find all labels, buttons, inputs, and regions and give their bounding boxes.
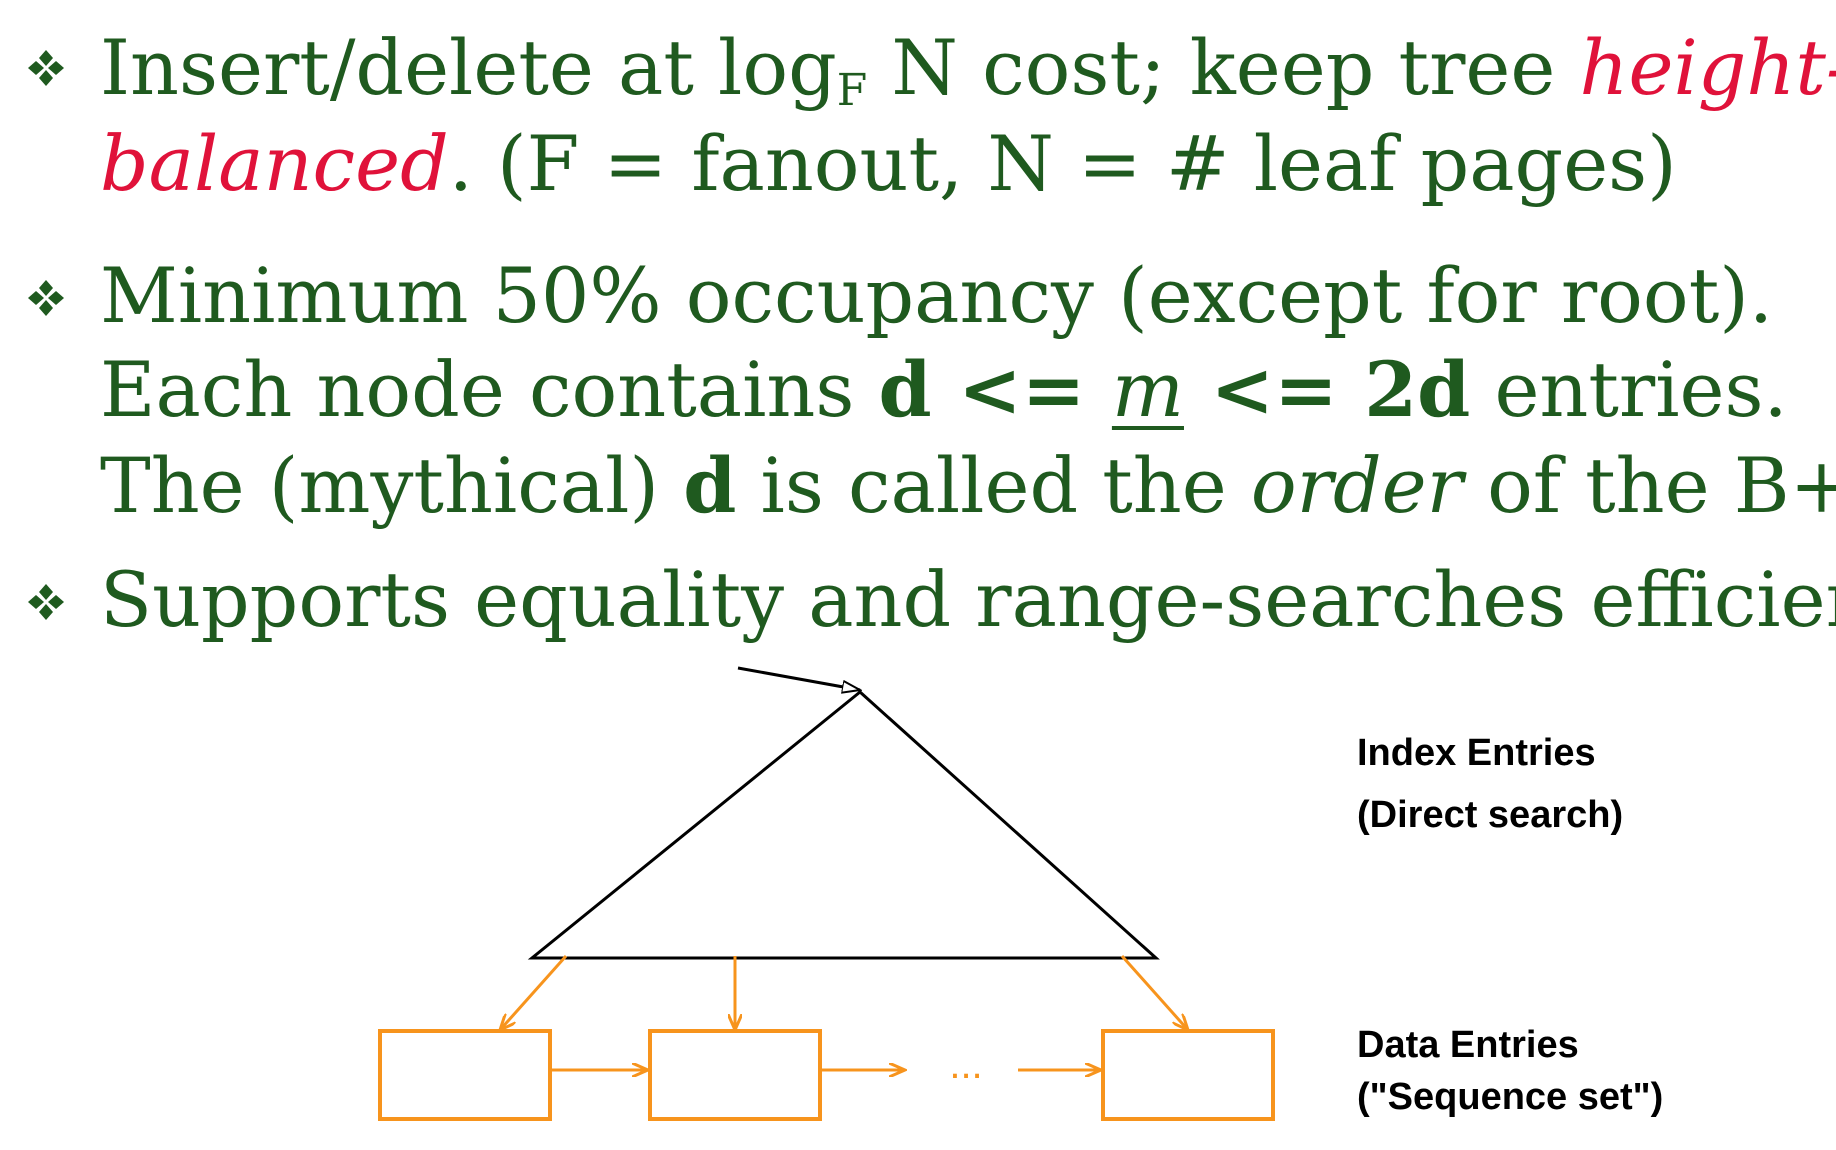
bullet-2-line-2: Each node contains d <= m <= 2d entries.	[100, 342, 1788, 437]
four-diamond-bullet-icon	[28, 280, 64, 316]
index-triangle	[527, 690, 1160, 960]
bullet-1-line-1: Insert/delete at logF N cost; keep tree …	[100, 20, 1836, 138]
b2-line-1: Minimum 50% occupancy (except for root).	[100, 251, 1774, 340]
b2-order: order	[1250, 441, 1463, 530]
b1-text-b: N cost; keep tree	[867, 23, 1580, 112]
index-to-page-3-arrow	[1120, 955, 1188, 1030]
sequence-set-label: ("Sequence set")	[1357, 1076, 1664, 1118]
b1-red-height: height-	[1579, 23, 1836, 112]
b2-text-g: is called the	[736, 441, 1251, 530]
b2-text-e: entries.	[1470, 345, 1788, 434]
index-to-page-1-arrow	[500, 955, 568, 1030]
b1-text-c: . (F = fanout, N = # leaf pages)	[448, 119, 1677, 208]
b2-text-a: Each node contains	[100, 345, 879, 434]
b1-subscript: F	[836, 65, 868, 116]
root-pointer-arrow	[737, 666, 860, 690]
bullet-2-line-1: Minimum 50% occupancy (except for root).	[100, 248, 1773, 343]
bullet-3-line-1: Supports equality and range-searches eff…	[100, 552, 1836, 647]
four-diamond-bullet-icon	[28, 584, 64, 620]
data-entries-label: Data Entries	[1357, 1024, 1579, 1066]
four-diamond-bullet-icon	[28, 50, 64, 86]
b1-text-a: Insert/delete at log	[100, 23, 837, 112]
b2-text-h: of the B+ tree.	[1487, 441, 1836, 530]
bullet-1-line-2: balanced. (F = fanout, N = # leaf pages)	[100, 116, 1677, 211]
b2-le-2: <= 2	[1183, 345, 1418, 434]
direct-search-label: (Direct search)	[1357, 794, 1624, 836]
b2-le-1: <=	[931, 345, 1112, 434]
data-page-1	[378, 1029, 552, 1121]
bullet-2-line-3: The (mythical) d is called the order of …	[100, 438, 1836, 533]
data-page-2	[648, 1029, 822, 1121]
b2-d2: d	[1417, 345, 1471, 434]
index-entries-label: Index Entries	[1357, 732, 1596, 774]
b3-line-1: Supports equality and range-searches eff…	[100, 555, 1836, 644]
sequence-ellipsis: ...	[949, 1043, 982, 1087]
b2-text-f: The (mythical)	[100, 441, 684, 530]
b2-m: m	[1111, 345, 1184, 434]
b2-d1: d	[878, 345, 932, 434]
data-page-3	[1101, 1029, 1275, 1121]
b1-red-balanced: balanced	[100, 119, 449, 208]
b2-d3: d	[683, 441, 737, 530]
